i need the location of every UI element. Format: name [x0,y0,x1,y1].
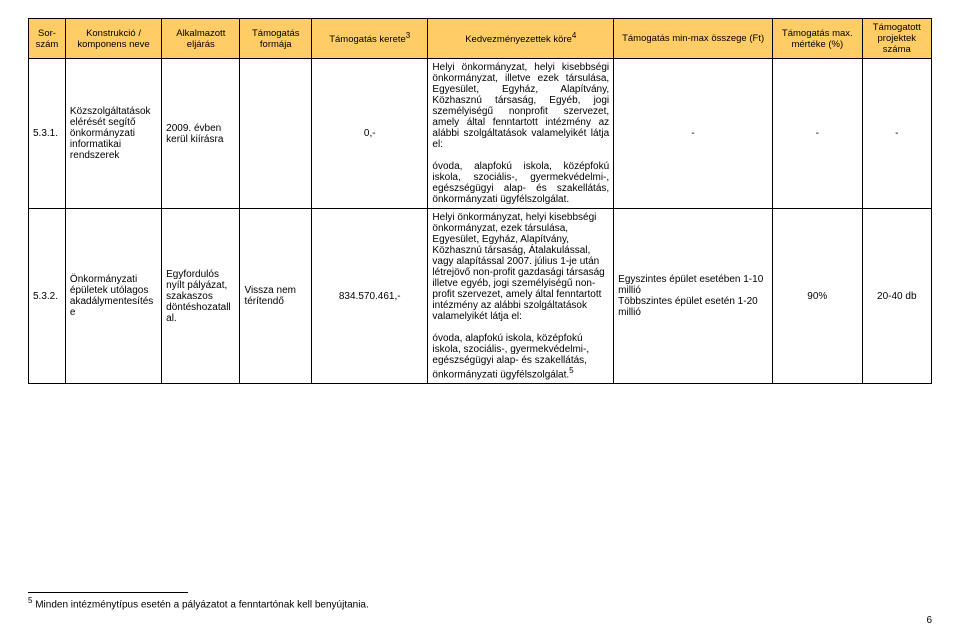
cell-ker: 834.570.461,- [312,209,428,384]
footnote-text: Minden intézménytípus esetén a pályázato… [32,599,368,610]
col-kon: Konstrukció / komponens neve [65,19,161,59]
cell-max: 90% [773,209,863,384]
cell-tam [240,59,312,209]
footnote: 5 Minden intézménytípus esetén a pályáza… [28,592,932,610]
table-row: 5.3.2. Önkormányzati épületek utólagos a… [29,209,932,384]
support-table: Sor-szám Konstrukció / komponens neve Al… [28,18,932,384]
cell-sor: 5.3.2. [29,209,66,384]
cell-max: - [773,59,863,209]
table-header: Sor-szám Konstrukció / komponens neve Al… [29,19,932,59]
col-tam: Támogatás formája [240,19,312,59]
cell-ker: 0,- [312,59,428,209]
cell-tam: Vissza nem térítendő [240,209,312,384]
col-proj: Támogatott projektek száma [862,19,931,59]
table-row: 5.3.1. Közszolgáltatások elérését segítő… [29,59,932,209]
col-max: Támogatás max. mértéke (%) [773,19,863,59]
footnote-rule [28,592,188,593]
cell-alk: Egyfordulós nyílt pályázat, szakaszos dö… [162,209,240,384]
col-ker: Támogatás kerete3 [312,19,428,59]
cell-kon: Közszolgáltatások elérését segítő önkorm… [65,59,161,209]
cell-min: Egyszintes épület esetében 1-10 millió T… [614,209,773,384]
cell-sor: 5.3.1. [29,59,66,209]
col-ked: Kedvezményezettek köre4 [428,19,614,59]
page-number: 6 [926,615,932,626]
col-alk: Alkalmazott eljárás [162,19,240,59]
cell-ked: Helyi önkormányzat, helyi kisebbségi önk… [428,59,614,209]
cell-min: - [614,59,773,209]
cell-proj: - [862,59,931,209]
cell-ked: Helyi önkormányzat, helyi kisebbségi önk… [428,209,614,384]
col-min: Támogatás min-max összege (Ft) [614,19,773,59]
cell-alk: 2009. évben kerül kiírásra [162,59,240,209]
cell-kon: Önkormányzati épületek utólagos akadálym… [65,209,161,384]
col-sor: Sor-szám [29,19,66,59]
cell-proj: 20-40 db [862,209,931,384]
